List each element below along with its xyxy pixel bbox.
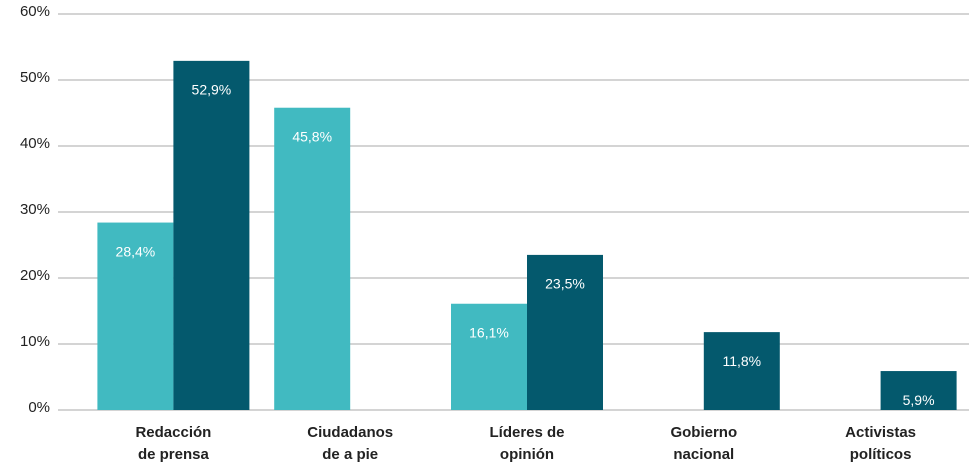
value-label: 5,9% xyxy=(903,392,935,408)
y-tick-label: 50% xyxy=(20,69,50,86)
value-label: 52,9% xyxy=(192,82,232,98)
value-label: 23,5% xyxy=(545,276,585,292)
x-tick-label: Redacción de prensa xyxy=(135,424,211,463)
y-tick-label: 40% xyxy=(20,135,50,152)
bar xyxy=(703,332,780,410)
value-label: 28,4% xyxy=(116,243,156,259)
x-tick-label: Líderes de opinión xyxy=(489,424,564,463)
y-tick-label: 10% xyxy=(20,333,50,350)
bar xyxy=(527,254,603,410)
x-tick-label: Activistas políticos xyxy=(845,424,916,463)
value-label: 16,1% xyxy=(469,324,509,340)
y-tick-label: 0% xyxy=(28,399,50,416)
y-tick-label: 60% xyxy=(20,3,50,20)
bar xyxy=(451,303,527,410)
x-tick-label: Gobierno nacional xyxy=(670,424,737,463)
y-tick-label: 30% xyxy=(20,201,50,218)
value-label: 11,8% xyxy=(722,353,761,369)
bar xyxy=(173,60,250,411)
x-tick-label: Ciudadanos de a pie xyxy=(307,424,393,463)
value-label: 45,8% xyxy=(292,128,332,144)
y-tick-label: 20% xyxy=(20,267,50,284)
bar xyxy=(97,222,174,410)
bar xyxy=(880,371,957,410)
bar xyxy=(274,107,351,410)
